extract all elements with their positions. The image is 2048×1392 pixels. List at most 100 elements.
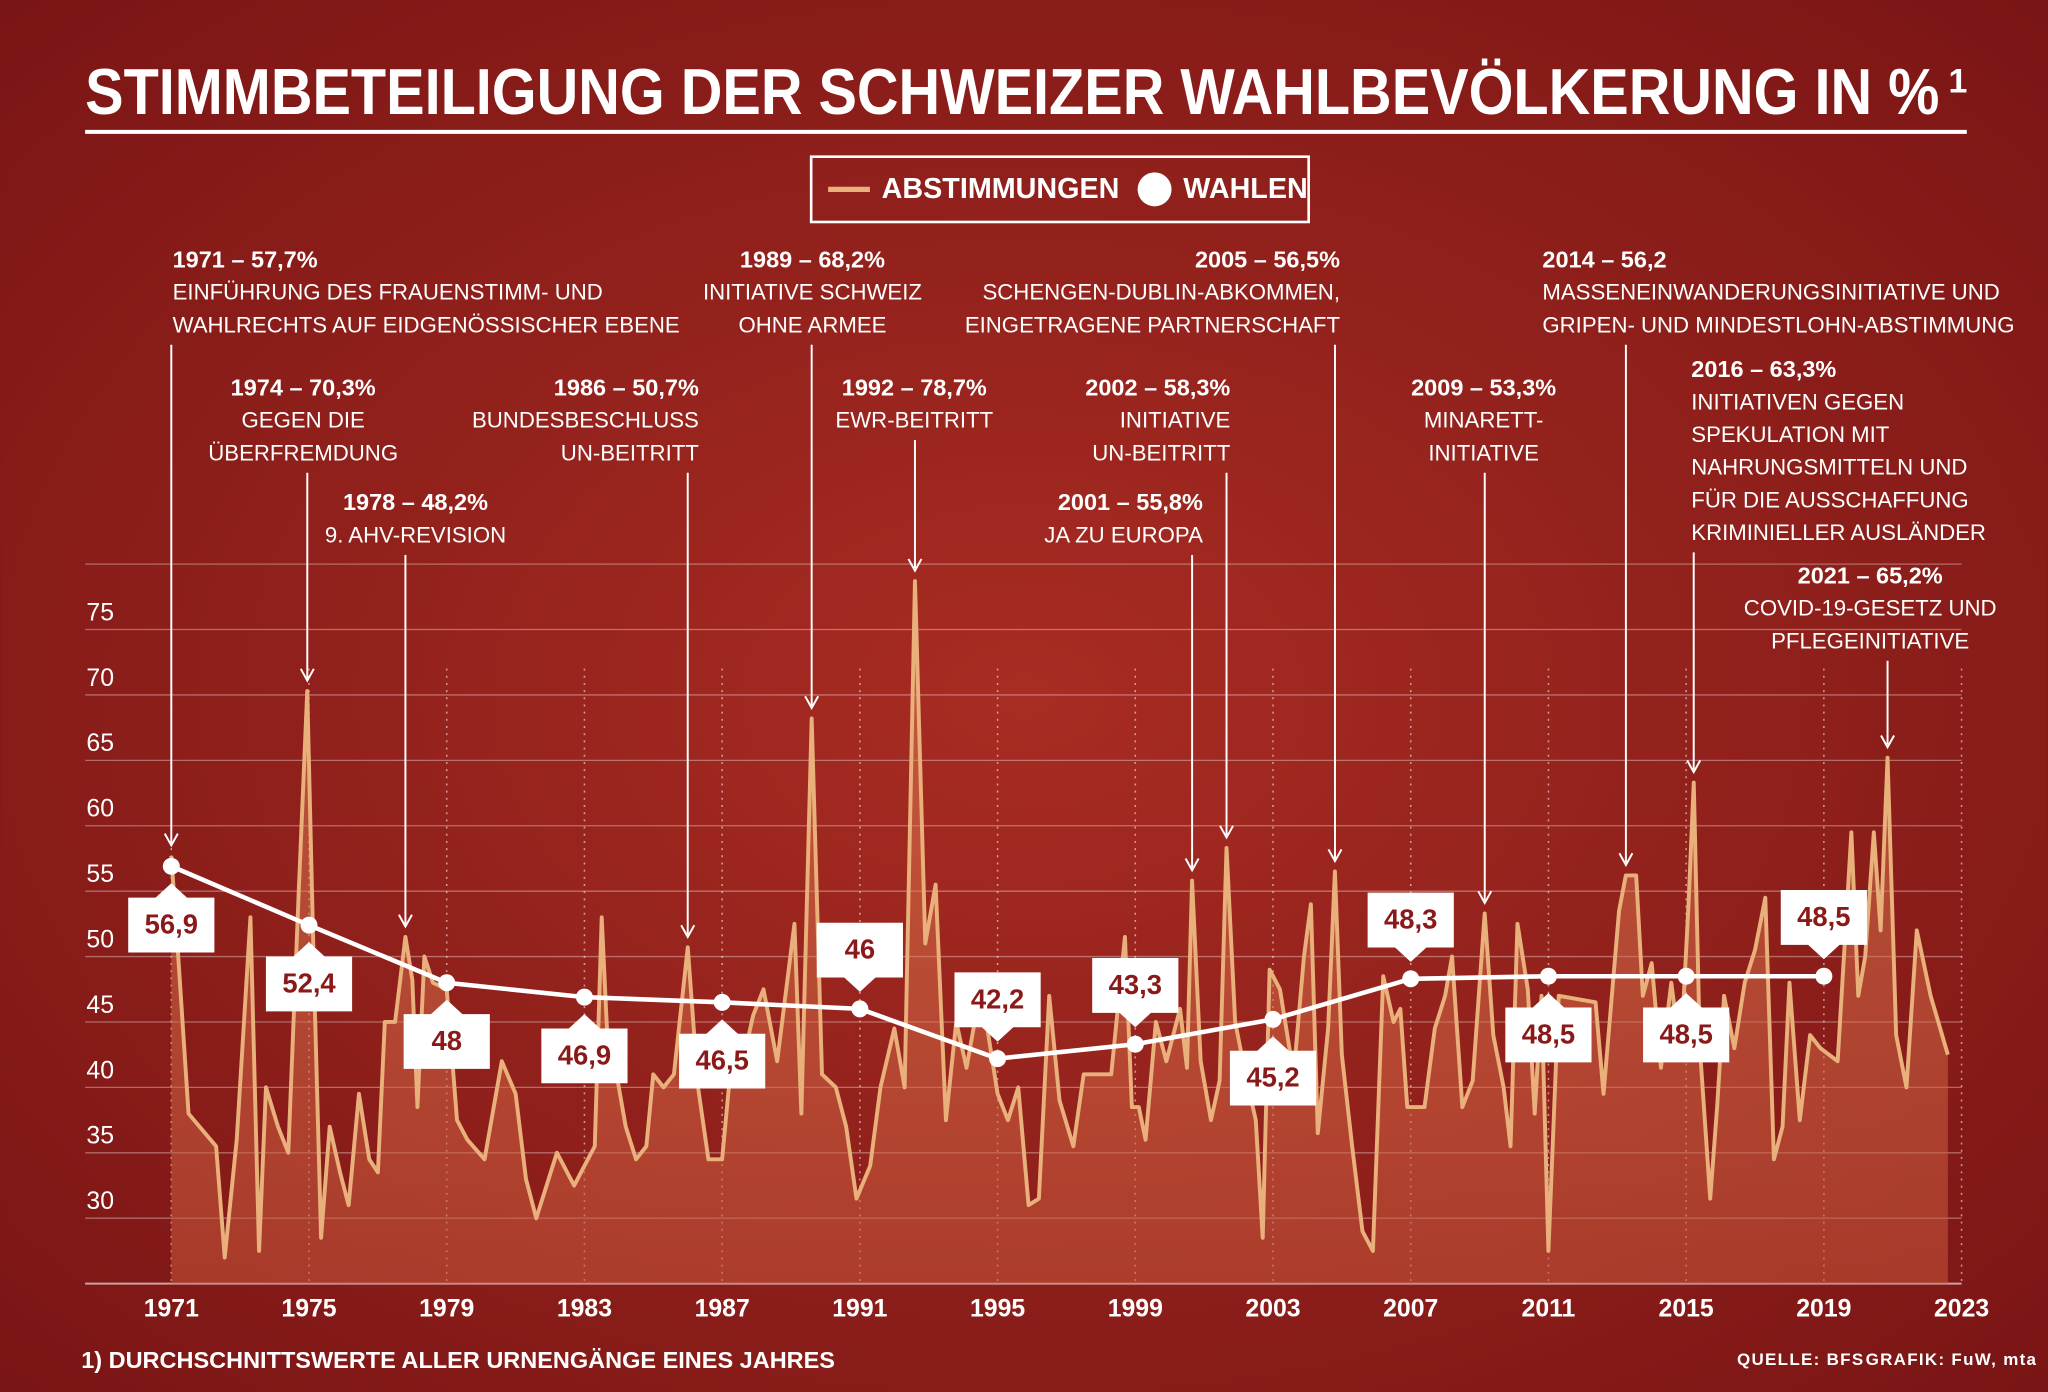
annotation-arrowhead <box>1219 825 1234 840</box>
annotation-text: GEGEN DIE <box>242 408 365 433</box>
value-label: 43,3 <box>1109 969 1162 1000</box>
dot <box>162 857 180 875</box>
annotation-text: INITIATIVE <box>1428 440 1539 465</box>
x-tick-label: 2007 <box>1383 1295 1438 1322</box>
dot <box>851 1000 869 1018</box>
value-label: 48,3 <box>1384 904 1437 935</box>
annotation-text: MASSENEINWANDERUNGSINITIATIVE UND <box>1542 280 1999 305</box>
dot <box>989 1050 1007 1068</box>
annotation-arrowhead <box>398 914 413 929</box>
value-label-box <box>541 1014 628 1084</box>
x-tick-label: 1983 <box>557 1295 612 1322</box>
annotation-text: SPEKULATION MIT <box>1691 422 1890 447</box>
x-tick-label: 2003 <box>1245 1295 1300 1322</box>
value-label-box <box>128 883 215 953</box>
value-label-box <box>679 1019 766 1089</box>
annotation-arrowhead <box>680 924 696 939</box>
annotation-text: NAHRUNGSMITTELN UND <box>1691 455 1967 480</box>
annotation-title: 2016 – 63,3% <box>1691 356 1836 382</box>
dot <box>1126 1035 1144 1053</box>
value-label-box <box>954 972 1041 1042</box>
legend-label: WAHLEN <box>1183 173 1307 205</box>
annotation-arrowhead <box>1327 848 1343 864</box>
annotation-title: 1974 – 70,3% <box>231 374 376 400</box>
annotation-text: 9. AHV-REVISION <box>325 523 506 548</box>
dot <box>575 988 593 1006</box>
annotation-arrowhead <box>1618 852 1634 868</box>
annotation-text: BUNDESBESCHLUSS <box>472 408 699 433</box>
dot <box>300 916 318 934</box>
y-tick-label: 65 <box>86 730 114 757</box>
annotation-arrowhead <box>907 558 923 573</box>
annotation-text: MINARETT- <box>1424 408 1544 433</box>
value-label-box <box>1505 993 1592 1063</box>
annotation-text: INITIATIVEN GEGEN <box>1691 389 1904 414</box>
annotation-title: 2009 – 53,3% <box>1411 374 1556 400</box>
title-footnote-mark: 1 <box>1949 63 1968 101</box>
value-label: 48,5 <box>1797 901 1850 932</box>
y-tick-label: 70 <box>86 665 114 692</box>
chart-title: STIMMBETEILIGUNG DER SCHWEIZER WAHLBEVÖL… <box>85 55 1939 128</box>
area <box>171 581 1948 1284</box>
annotation-title: 1986 – 50,7% <box>554 374 699 400</box>
annotation-text: UN-BEITRITT <box>561 440 699 465</box>
x-tick-label: 2023 <box>1934 1295 1989 1322</box>
annotation-text: EINFÜHRUNG DES FRAUENSTIMM- UND <box>173 280 603 305</box>
annotation-text: OHNE ARMEE <box>738 312 886 337</box>
annotation-arrowhead <box>1184 858 1200 873</box>
annotation-text: UN-BEITRITT <box>1092 440 1230 465</box>
y-tick-label: 40 <box>86 1057 114 1084</box>
value-label-box <box>1229 1036 1317 1106</box>
x-tick-label: 1991 <box>832 1295 887 1322</box>
value-label: 46,5 <box>695 1045 748 1076</box>
value-label-box <box>1367 892 1454 962</box>
value-label: 46 <box>845 934 875 965</box>
x-tick-label: 1987 <box>695 1295 750 1322</box>
value-label: 52,4 <box>282 967 336 998</box>
value-label-box <box>1643 993 1730 1063</box>
annotation-title: 1989 – 68,2% <box>740 246 885 272</box>
dot <box>1677 967 1695 985</box>
value-label: 48,5 <box>1522 1019 1575 1050</box>
annotation-text: EWR-BEITRITT <box>835 408 993 433</box>
annotation-text: INITIATIVE SCHWEIZ <box>703 280 922 305</box>
y-tick-label: 75 <box>86 599 114 626</box>
annotation-title: 1992 – 78,7% <box>842 374 987 400</box>
legend-box <box>809 155 1310 224</box>
dot <box>1815 967 1833 985</box>
annotation-text: WAHLRECHTS AUF EIDGENÖSSISCHER EBENE <box>173 312 680 337</box>
annotation-arrowhead <box>299 668 315 683</box>
value-label: 46,9 <box>558 1039 611 1070</box>
annotation-title: 1978 – 48,2% <box>343 489 488 515</box>
annotation-text: GRIPEN- UND MINDESTLOHN-ABSTIMMUNG <box>1542 312 2014 337</box>
value-label: 48,5 <box>1659 1019 1712 1050</box>
value-label-box <box>265 942 353 1012</box>
annotation-title: 2001 – 55,8% <box>1058 489 1203 515</box>
dot <box>713 993 731 1011</box>
legend-dot-swatch <box>1137 172 1172 207</box>
value-label: 48 <box>431 1025 461 1056</box>
annotation-text: KRIMINIELLER AUSLÄNDER <box>1691 520 1986 545</box>
value-label-box <box>403 999 490 1069</box>
dot <box>438 974 456 992</box>
x-tick-label: 2011 <box>1522 1295 1576 1322</box>
annotation-title: 2002 – 58,3% <box>1085 374 1230 400</box>
line <box>169 579 1950 1260</box>
y-tick-label: 55 <box>86 861 114 888</box>
annotation-text: ÜBERFREMDUNG <box>208 440 398 465</box>
legend-label: ABSTIMMUNGEN <box>882 173 1120 205</box>
annotation-arrowhead <box>1686 759 1702 775</box>
y-tick-label: 50 <box>86 926 114 953</box>
annotation-text: INITIATIVE <box>1120 408 1231 433</box>
x-tick-label: 1971 <box>144 1295 199 1322</box>
value-label-box <box>816 922 903 992</box>
annotation-arrowhead <box>1880 735 1895 750</box>
dot <box>1402 970 1420 988</box>
y-tick-label: 60 <box>86 796 114 823</box>
footnote: 1) DURCHSCHNITTSWERTE ALLER URNENGÄNGE E… <box>81 1347 835 1373</box>
dot <box>1264 1010 1282 1028</box>
annotation-title: 2005 – 56,5% <box>1195 246 1340 272</box>
y-tick-label: 30 <box>86 1188 114 1215</box>
x-tick-label: 1979 <box>419 1295 474 1322</box>
